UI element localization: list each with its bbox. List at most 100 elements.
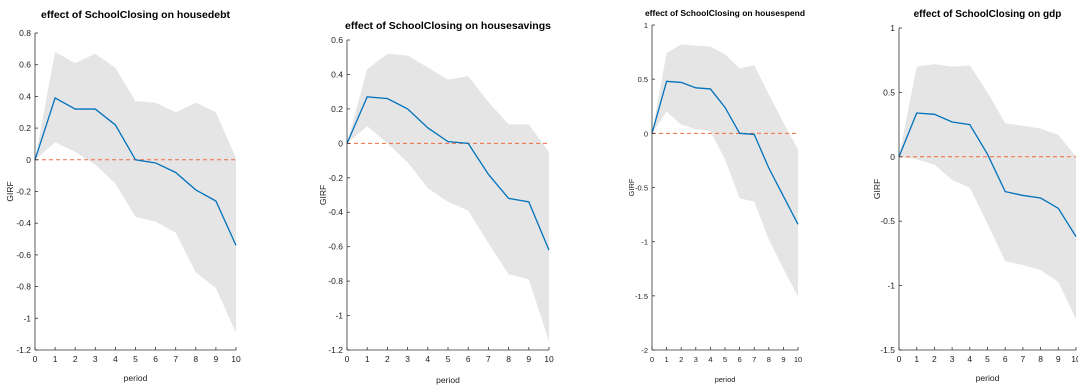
chart-4-x-tick-label: 7 [1021,354,1026,364]
chart-1-y-tick-label: -1 [23,313,31,323]
chart-3-x-tick-label: 4 [708,355,712,364]
chart-2-x-tick-label: 9 [526,354,531,364]
chart-4-title: effect of SchoolClosing on gdp [914,9,1062,20]
chart-2-x-tick-label: 1 [365,354,370,364]
chart-2-y-tick-label: 0.2 [331,104,343,114]
chart-3-x-tick-label: 10 [794,355,802,364]
chart-4: 10.50-0.5-1-1.5012345678910effect of Sch… [872,9,1078,383]
chart-2-y-tick-label: 0.4 [331,69,343,79]
chart-4-y-tick-label: 1 [890,23,895,33]
chart-1-x-tick-label: 6 [153,354,158,364]
chart-2-y-tick-label: 0.6 [331,35,343,45]
chart-4-x-tick-label: 10 [1071,354,1078,364]
chart-2-x-axis-label: period [436,375,460,385]
chart-2-x-tick-label: 8 [506,354,511,364]
chart-2-x-tick-label: 7 [486,354,491,364]
chart-2-y-tick-label: -1 [335,311,343,321]
chart-2-x-tick-label: 3 [405,354,410,364]
chart-1-x-tick-label: 0 [33,354,38,364]
chart-1-y-tick-label: -0.6 [16,250,31,260]
chart-3-y-axis-label: GIRF [627,178,636,196]
chart-3-title: effect of SchoolClosing on housespend [645,8,805,18]
chart-3-girf-line [651,80,799,225]
chart-3-x-tick-label: 5 [723,355,727,364]
chart-4-y-axis-label: GIRF [872,179,882,199]
chart-3-x-tick-label: 0 [650,355,654,364]
chart-4-x-tick-label: 3 [950,354,955,364]
chart-2-x-tick-label: 4 [425,354,430,364]
chart-3-y-tick-label: -0.5 [635,184,648,193]
chart-1-x-axis-label: period [124,373,148,383]
chart-1-x-tick-label: 5 [133,354,138,364]
chart-2-y-axis-label: GIRF [318,185,328,205]
chart-3-x-tick-label: 1 [665,355,669,364]
chart-1-y-tick-label: -0.4 [16,218,31,228]
chart-4-x-tick-label: 2 [932,354,937,364]
chart-2-title: effect of SchoolClosing on housesavings [345,20,551,32]
chart-3-x-tick-label: 9 [781,355,785,364]
chart-1-x-tick-label: 3 [93,354,98,364]
chart-1-x-tick-label: 1 [53,354,58,364]
chart-4-x-tick-label: 4 [967,354,972,364]
chart-3-x-axis-label: period [715,375,736,384]
chart-1-y-tick-label: -0.2 [16,187,31,197]
chart-1-y-tick-label: 0.2 [19,123,31,133]
chart-3-x-tick-label: 7 [752,355,756,364]
chart-3-x-tick-label: 6 [738,355,742,364]
chart-4-y-tick-label: -1 [887,281,895,291]
chart-1-x-tick-label: 2 [73,354,78,364]
chart-1-x-tick-label: 7 [173,354,178,364]
chart-2-x-tick-label: 5 [446,354,451,364]
chart-4-x-tick-label: 1 [914,354,919,364]
chart-1-y-tick-label: 0 [26,155,31,165]
chart-4-x-tick-label: 6 [1003,354,1008,364]
chart-3-y-tick-label: 0 [644,129,648,138]
chart-1-x-tick-label: 4 [113,354,118,364]
chart-1-y-tick-label: 0.8 [19,28,31,38]
chart-2-x-tick-label: 6 [466,354,471,364]
chart-1-x-tick-label: 9 [214,354,219,364]
chart-4-x-axis-label: period [976,373,1000,383]
chart-2-y-tick-label: -0.8 [328,276,343,286]
chart-4-x-tick-label: 0 [897,354,902,364]
chart-2-girf-line [346,96,550,251]
chart-4-girf-line [898,112,1077,238]
chart-4-confidence-band [899,64,1076,320]
chart-1-x-tick-label: 10 [231,354,241,364]
chart-4-y-tick-label: -1.5 [880,345,895,355]
chart-1-y-tick-label: -1.2 [16,345,31,355]
chart-4-y-tick-label: -0.5 [880,216,895,226]
chart-1: 0.80.60.40.20-0.2-0.4-0.6-0.8-1-1.20 1 2 3 4… [5,9,241,383]
chart-1-y-tick-label: 0.6 [19,60,31,70]
chart-1-girf-line [34,97,237,246]
chart-2-x-tick-label: 0 [345,354,350,364]
chart-1-title: effect of SchoolClosing on housedebt [41,9,231,21]
chart-2: 0.60.40.20-0.2-0.4-0.6-0.8-1-1.20 1 2 3 4 5 6 7… [318,20,554,385]
chart-2-x-tick-label: 2 [385,354,390,364]
chart-3-x-tick-label: 8 [767,355,771,364]
chart-2-y-tick-label: -0.6 [328,242,343,252]
chart-4-y-tick-label: 0 [890,152,895,162]
chart-2-y-tick-label: -0.2 [328,173,343,183]
chart-3-y-tick-label: -1 [641,238,648,247]
chart-2-confidence-band [347,53,549,342]
chart-3-y-tick-label: 1 [644,21,648,30]
chart-3-y-tick-label: -1.5 [635,292,648,301]
chart-1-y-axis-label: GIRF [5,181,15,201]
chart-1-y-tick-label: -0.8 [16,282,31,292]
chart-2-y-tick-label: -1.2 [328,345,343,355]
chart-3-x-tick-label: 2 [679,355,683,364]
chart-1-confidence-band [35,52,236,333]
chart-3-y-tick-label: 0.5 [638,75,648,84]
chart-4-x-tick-label: 9 [1056,354,1061,364]
chart-3-x-tick-label: 3 [694,355,698,364]
chart-3-y-tick-label: -2 [641,346,648,355]
chart-2-y-tick-label: -0.4 [328,207,343,217]
chart-2-y-tick-label: 0 [338,138,343,148]
chart-1-x-tick-label: 8 [193,354,198,364]
chart-4-x-tick-label: 8 [1038,354,1043,364]
chart-1-y-tick-label: 0.4 [19,91,31,101]
chart-4-y-tick-label: 0.5 [883,87,895,97]
